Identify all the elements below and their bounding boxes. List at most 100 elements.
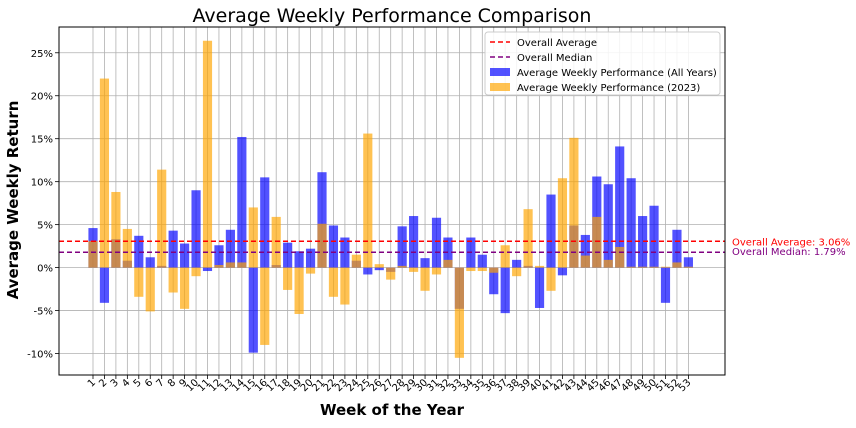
bar-series1-week-31 <box>431 217 442 268</box>
bar-series1-week-18 <box>283 242 293 268</box>
bar-series1-week-51 <box>660 267 671 303</box>
bar-series2-week-15 <box>248 207 258 268</box>
bar-series1-week-20 <box>305 248 316 268</box>
chart-title: Average Weekly Performance Comparison <box>193 5 592 27</box>
bar-series2-week-31 <box>431 267 442 275</box>
bar-series1-week-53 <box>683 257 693 268</box>
bar-series2-week-50 <box>649 266 659 268</box>
legend-entry: Average Weekly Performance (2023) <box>517 83 700 94</box>
bar-series2-week-25 <box>363 133 373 268</box>
bar-series2-week-30 <box>420 267 430 291</box>
bar-series2-week-53 <box>683 266 693 268</box>
legend-swatch-series1 <box>490 68 510 76</box>
y-axis-ticks: -10% -5% 0% 5% 10% 15% 20% 25% <box>27 49 59 361</box>
bar-series1-week-44 <box>580 234 590 268</box>
y-tick-label: 0% <box>37 264 53 275</box>
x-axis-label: Week of the Year <box>320 401 465 419</box>
bar-series1-week-52 <box>672 229 682 268</box>
bar-series1-week-12 <box>214 245 224 268</box>
bar-series1-week-42 <box>557 267 568 276</box>
bar-series2-week-28 <box>397 265 407 268</box>
y-axis-label: Average Weekly Return <box>4 101 22 300</box>
bar-series1-week-46 <box>603 184 613 268</box>
bar-series1-week-5 <box>134 235 144 268</box>
reference-lines: Overall Average: 3.06%Overall Median: 1.… <box>59 237 850 258</box>
y-tick-label: 25% <box>31 49 53 60</box>
bar-series1-week-50 <box>649 205 659 268</box>
bar-series1-week-36 <box>489 267 499 295</box>
bar-series1-week-37 <box>500 267 510 314</box>
bar-series1-week-28 <box>397 226 407 268</box>
bar-series2-week-17 <box>271 216 281 268</box>
bar-series1-week-21 <box>317 172 327 268</box>
bar-series2-week-21 <box>317 223 327 268</box>
bar-series2-week-24 <box>351 254 361 268</box>
bar-series2-week-9 <box>180 267 190 309</box>
bar-series2-week-27 <box>386 267 396 280</box>
y-tick-label: 20% <box>31 92 53 103</box>
legend: Overall Average Overall Median Average Wee… <box>484 31 721 96</box>
bar-series1-week-13 <box>225 229 235 268</box>
bar-series2-week-6 <box>145 267 155 312</box>
bar-series2-week-40 <box>534 265 545 268</box>
bar-series2-week-37 <box>500 245 510 268</box>
bar-series2-week-35 <box>477 267 487 272</box>
bar-series2-week-13 <box>225 262 235 268</box>
bar-series1-week-10 <box>191 190 201 268</box>
bar-series1-week-19 <box>294 251 304 268</box>
bar-series1-week-2 <box>99 267 110 303</box>
bar-series2-week-33 <box>454 267 464 358</box>
bar-series1-week-16 <box>260 177 270 268</box>
bar-series1-week-15 <box>248 267 258 353</box>
bar-series2-week-20 <box>305 267 316 274</box>
bar-series2-week-5 <box>134 267 144 297</box>
bar-series1-week-40 <box>534 267 545 308</box>
bar-series1-week-26 <box>374 267 384 271</box>
bar-series2-week-47 <box>615 246 625 268</box>
bar-series2-week-18 <box>283 267 293 290</box>
bar-series2-week-32 <box>443 259 453 268</box>
bar-series2-week-38 <box>512 267 522 277</box>
reference-label-median: Overall Median: 1.79% <box>732 247 846 258</box>
legend-swatch-series2 <box>490 83 510 91</box>
bar-series1-week-41 <box>546 194 556 268</box>
bar-series2-week-52 <box>672 262 682 268</box>
bar-series2-week-39 <box>523 209 533 268</box>
bars <box>88 40 693 358</box>
y-tick-label: 10% <box>31 178 53 189</box>
bar-series1-week-48 <box>626 178 636 268</box>
bar-series1-week-30 <box>420 258 430 268</box>
bar-series1-week-9 <box>180 243 190 268</box>
bar-series2-week-49 <box>638 266 648 268</box>
bar-series2-week-26 <box>374 264 384 268</box>
bar-series2-week-45 <box>592 216 602 268</box>
y-tick-label: -5% <box>34 307 53 318</box>
legend-entry: Overall Median <box>517 53 592 64</box>
y-tick-label: 5% <box>37 221 53 232</box>
bar-series1-week-6 <box>145 257 155 268</box>
bar-series2-week-19 <box>294 267 304 314</box>
bar-series2-week-10 <box>191 267 201 277</box>
bar-series2-week-46 <box>603 259 613 268</box>
bar-series2-week-36 <box>489 267 499 273</box>
plot-frame <box>58 26 726 376</box>
bar-series1-week-35 <box>477 254 487 268</box>
bar-series2-week-48 <box>626 266 636 268</box>
legend-entry: Overall Average <box>517 38 597 49</box>
bar-series2-week-8 <box>168 267 178 293</box>
bar-series2-week-2 <box>99 78 110 268</box>
bar-series2-week-41 <box>546 267 556 291</box>
bar-series1-week-8 <box>168 230 178 268</box>
bar-series2-week-16 <box>260 267 270 345</box>
bar-series2-week-42 <box>557 178 568 268</box>
bar-series2-week-4 <box>122 228 132 268</box>
bar-series1-week-22 <box>328 225 339 268</box>
legend-entry: Average Weekly Performance (All Years) <box>517 68 717 79</box>
bar-series2-week-34 <box>466 267 476 272</box>
bar-series2-week-22 <box>328 267 339 297</box>
bar-series1-week-23 <box>340 237 350 268</box>
legend-box <box>484 31 721 96</box>
bar-series1-week-25 <box>363 267 373 275</box>
